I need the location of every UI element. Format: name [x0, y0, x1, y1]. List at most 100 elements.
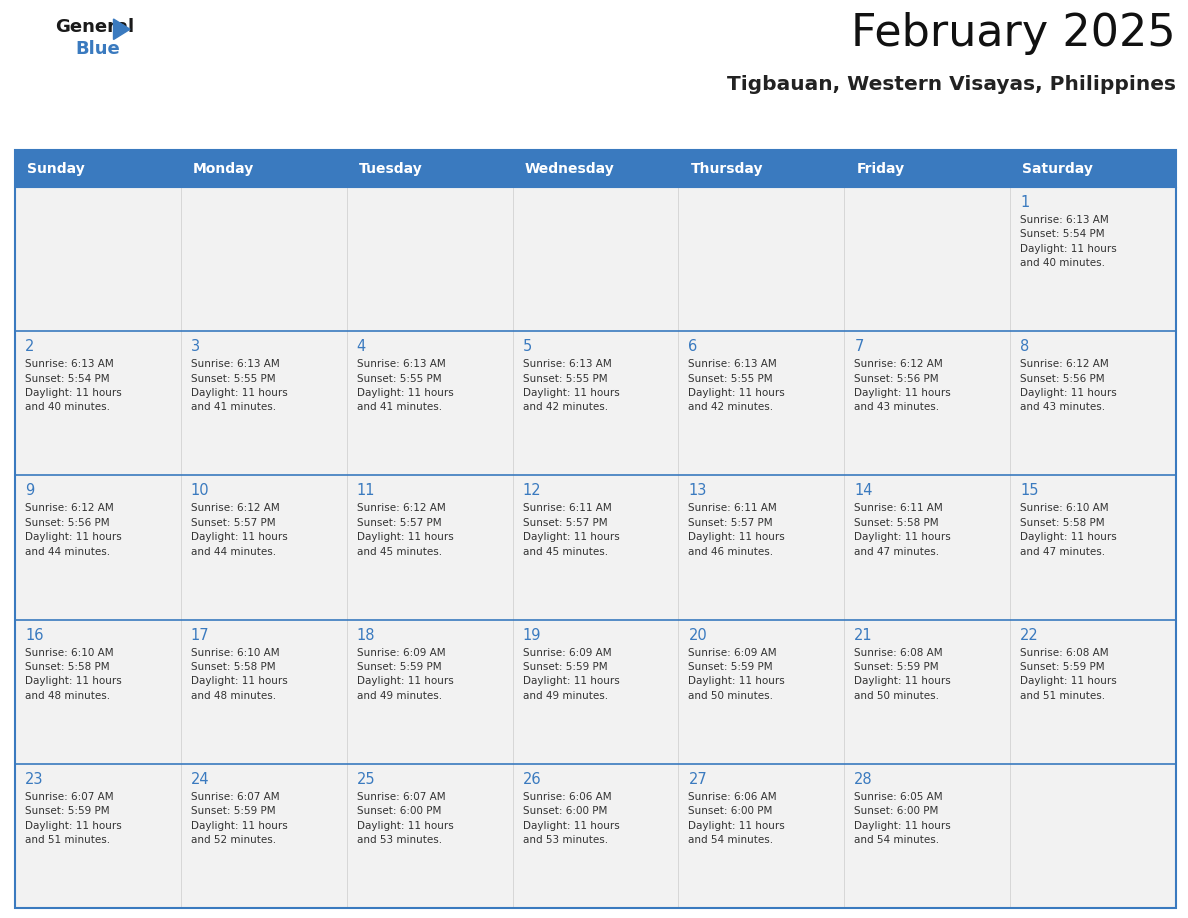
Text: 26: 26 [523, 772, 542, 787]
Text: Sunrise: 6:12 AM
Sunset: 5:57 PM
Daylight: 11 hours
and 44 minutes.: Sunrise: 6:12 AM Sunset: 5:57 PM Dayligh… [191, 503, 287, 556]
Bar [678, 150, 845, 187]
Text: Sunrise: 6:13 AM
Sunset: 5:55 PM
Daylight: 11 hours
and 41 minutes.: Sunrise: 6:13 AM Sunset: 5:55 PM Dayligh… [356, 359, 454, 412]
Bar [512, 620, 678, 764]
Bar [347, 476, 512, 620]
Polygon shape [114, 19, 129, 39]
Bar [181, 187, 347, 331]
Bar [15, 620, 181, 764]
Text: Sunrise: 6:13 AM
Sunset: 5:55 PM
Daylight: 11 hours
and 42 minutes.: Sunrise: 6:13 AM Sunset: 5:55 PM Dayligh… [523, 359, 619, 412]
Bar [678, 476, 845, 620]
Text: February 2025: February 2025 [852, 12, 1176, 55]
Bar [845, 476, 1010, 620]
Text: Sunrise: 6:08 AM
Sunset: 5:59 PM
Daylight: 11 hours
and 50 minutes.: Sunrise: 6:08 AM Sunset: 5:59 PM Dayligh… [854, 647, 952, 700]
Text: Sunrise: 6:13 AM
Sunset: 5:55 PM
Daylight: 11 hours
and 42 minutes.: Sunrise: 6:13 AM Sunset: 5:55 PM Dayligh… [688, 359, 785, 412]
Text: 24: 24 [191, 772, 209, 787]
Bar [347, 764, 512, 908]
Text: 25: 25 [356, 772, 375, 787]
Bar [512, 150, 678, 187]
Bar [181, 620, 347, 764]
Text: Sunrise: 6:07 AM
Sunset: 6:00 PM
Daylight: 11 hours
and 53 minutes.: Sunrise: 6:07 AM Sunset: 6:00 PM Dayligh… [356, 792, 454, 845]
Text: 8: 8 [1020, 339, 1029, 354]
Bar [1010, 620, 1176, 764]
Text: 10: 10 [191, 484, 209, 498]
Text: Sunrise: 6:10 AM
Sunset: 5:58 PM
Daylight: 11 hours
and 48 minutes.: Sunrise: 6:10 AM Sunset: 5:58 PM Dayligh… [25, 647, 121, 700]
Text: Sunrise: 6:11 AM
Sunset: 5:57 PM
Daylight: 11 hours
and 46 minutes.: Sunrise: 6:11 AM Sunset: 5:57 PM Dayligh… [688, 503, 785, 556]
Text: General: General [55, 18, 134, 36]
Text: Sunrise: 6:12 AM
Sunset: 5:56 PM
Daylight: 11 hours
and 44 minutes.: Sunrise: 6:12 AM Sunset: 5:56 PM Dayligh… [25, 503, 121, 556]
Text: 15: 15 [1020, 484, 1038, 498]
Bar [845, 620, 1010, 764]
Bar [512, 476, 678, 620]
Bar [181, 476, 347, 620]
Bar [15, 187, 181, 331]
Text: 19: 19 [523, 628, 541, 643]
Bar [1010, 476, 1176, 620]
Text: Sunrise: 6:10 AM
Sunset: 5:58 PM
Daylight: 11 hours
and 48 minutes.: Sunrise: 6:10 AM Sunset: 5:58 PM Dayligh… [191, 647, 287, 700]
Bar [512, 187, 678, 331]
Text: Monday: Monday [192, 162, 254, 175]
Text: Sunrise: 6:07 AM
Sunset: 5:59 PM
Daylight: 11 hours
and 51 minutes.: Sunrise: 6:07 AM Sunset: 5:59 PM Dayligh… [25, 792, 121, 845]
Text: Sunrise: 6:12 AM
Sunset: 5:56 PM
Daylight: 11 hours
and 43 minutes.: Sunrise: 6:12 AM Sunset: 5:56 PM Dayligh… [1020, 359, 1117, 412]
Text: 14: 14 [854, 484, 873, 498]
Bar [1010, 150, 1176, 187]
Text: 2: 2 [25, 339, 34, 354]
Text: Sunrise: 6:06 AM
Sunset: 6:00 PM
Daylight: 11 hours
and 54 minutes.: Sunrise: 6:06 AM Sunset: 6:00 PM Dayligh… [688, 792, 785, 845]
Text: #1a1a1a: #1a1a1a [55, 18, 62, 19]
Text: 17: 17 [191, 628, 209, 643]
Bar [15, 150, 181, 187]
Bar [347, 620, 512, 764]
Text: Sunrise: 6:09 AM
Sunset: 5:59 PM
Daylight: 11 hours
and 49 minutes.: Sunrise: 6:09 AM Sunset: 5:59 PM Dayligh… [356, 647, 454, 700]
Text: 20: 20 [688, 628, 707, 643]
Bar [1010, 331, 1176, 476]
Text: Sunrise: 6:09 AM
Sunset: 5:59 PM
Daylight: 11 hours
and 49 minutes.: Sunrise: 6:09 AM Sunset: 5:59 PM Dayligh… [523, 647, 619, 700]
Text: Saturday: Saturday [1022, 162, 1093, 175]
Text: Tigbauan, Western Visayas, Philippines: Tigbauan, Western Visayas, Philippines [727, 75, 1176, 94]
Text: Blue: Blue [75, 40, 120, 59]
Bar [678, 331, 845, 476]
Bar [845, 764, 1010, 908]
Bar [181, 331, 347, 476]
Bar [512, 764, 678, 908]
Bar [845, 187, 1010, 331]
Text: Friday: Friday [857, 162, 904, 175]
Bar [678, 187, 845, 331]
Bar [15, 150, 1176, 908]
Text: 6: 6 [688, 339, 697, 354]
Text: 13: 13 [688, 484, 707, 498]
Bar [1010, 187, 1176, 331]
Text: Sunrise: 6:11 AM
Sunset: 5:58 PM
Daylight: 11 hours
and 47 minutes.: Sunrise: 6:11 AM Sunset: 5:58 PM Dayligh… [854, 503, 952, 556]
Text: 21: 21 [854, 628, 873, 643]
Text: 4: 4 [356, 339, 366, 354]
Bar [347, 331, 512, 476]
Text: Sunrise: 6:13 AM
Sunset: 5:54 PM
Daylight: 11 hours
and 40 minutes.: Sunrise: 6:13 AM Sunset: 5:54 PM Dayligh… [1020, 215, 1117, 268]
Text: 18: 18 [356, 628, 375, 643]
Text: 1: 1 [1020, 195, 1029, 210]
Bar [347, 187, 512, 331]
Text: 23: 23 [25, 772, 44, 787]
Text: 22: 22 [1020, 628, 1038, 643]
Text: Sunrise: 6:08 AM
Sunset: 5:59 PM
Daylight: 11 hours
and 51 minutes.: Sunrise: 6:08 AM Sunset: 5:59 PM Dayligh… [1020, 647, 1117, 700]
Bar [181, 764, 347, 908]
Bar [1010, 764, 1176, 908]
Text: 11: 11 [356, 484, 375, 498]
Bar [678, 764, 845, 908]
Text: Sunrise: 6:12 AM
Sunset: 5:56 PM
Daylight: 11 hours
and 43 minutes.: Sunrise: 6:12 AM Sunset: 5:56 PM Dayligh… [854, 359, 952, 412]
Text: Sunrise: 6:11 AM
Sunset: 5:57 PM
Daylight: 11 hours
and 45 minutes.: Sunrise: 6:11 AM Sunset: 5:57 PM Dayligh… [523, 503, 619, 556]
Text: 12: 12 [523, 484, 542, 498]
Bar [15, 476, 181, 620]
Text: 28: 28 [854, 772, 873, 787]
Text: Sunrise: 6:10 AM
Sunset: 5:58 PM
Daylight: 11 hours
and 47 minutes.: Sunrise: 6:10 AM Sunset: 5:58 PM Dayligh… [1020, 503, 1117, 556]
Text: 5: 5 [523, 339, 532, 354]
Text: Sunday: Sunday [27, 162, 84, 175]
Text: 3: 3 [191, 339, 200, 354]
Bar [845, 331, 1010, 476]
Bar [347, 150, 512, 187]
Text: Sunrise: 6:13 AM
Sunset: 5:55 PM
Daylight: 11 hours
and 41 minutes.: Sunrise: 6:13 AM Sunset: 5:55 PM Dayligh… [191, 359, 287, 412]
Bar [678, 620, 845, 764]
Bar [845, 150, 1010, 187]
Text: Wednesday: Wednesday [525, 162, 614, 175]
Bar [181, 150, 347, 187]
Text: 9: 9 [25, 484, 34, 498]
Bar [15, 764, 181, 908]
Text: Sunrise: 6:07 AM
Sunset: 5:59 PM
Daylight: 11 hours
and 52 minutes.: Sunrise: 6:07 AM Sunset: 5:59 PM Dayligh… [191, 792, 287, 845]
